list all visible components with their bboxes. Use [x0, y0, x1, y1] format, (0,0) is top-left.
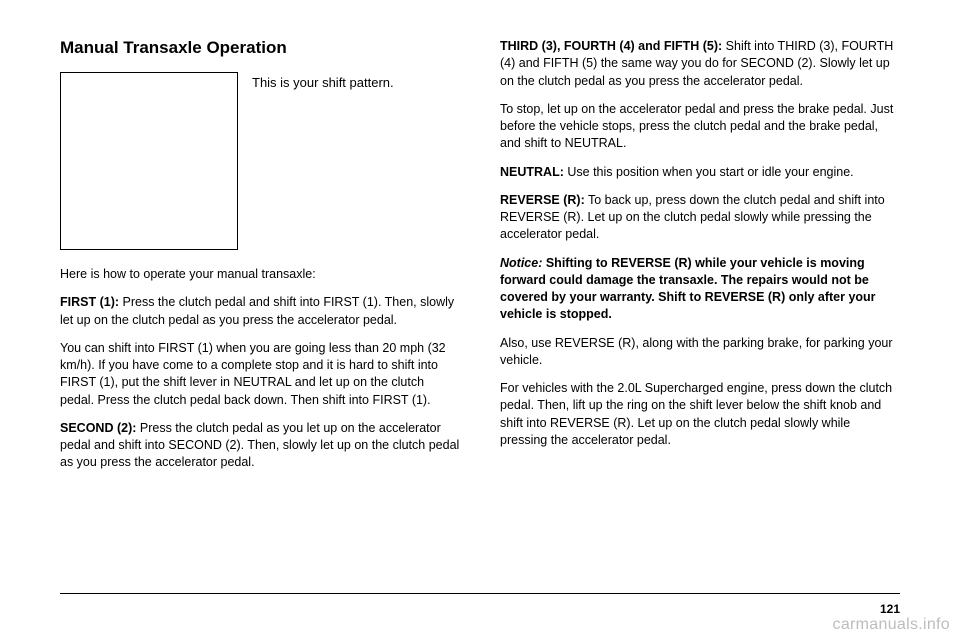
shift-pattern-diagram [60, 72, 238, 250]
text: Press the clutch pedal and shift into FI… [60, 295, 454, 326]
paragraph: To stop, let up on the accelerator pedal… [500, 101, 900, 153]
watermark-text: carmanuals.info [833, 616, 950, 634]
label-notice: Notice: [500, 256, 542, 270]
left-column: Manual Transaxle Operation This is your … [60, 38, 460, 578]
label-third: THIRD (3), FOURTH (4) and FIFTH (5): [500, 39, 722, 53]
paragraph: Also, use REVERSE (R), along with the pa… [500, 335, 900, 370]
paragraph: SECOND (2): Press the clutch pedal as yo… [60, 420, 460, 472]
diagram-caption: This is your shift pattern. [252, 72, 394, 250]
label-first: FIRST (1): [60, 295, 119, 309]
page-number: 121 [880, 602, 900, 616]
label-second: SECOND (2): [60, 421, 136, 435]
right-column: THIRD (3), FOURTH (4) and FIFTH (5): Shi… [500, 38, 900, 578]
paragraph: THIRD (3), FOURTH (4) and FIFTH (5): Shi… [500, 38, 900, 90]
text: Use this position when you start or idle… [564, 165, 854, 179]
footer-divider [60, 593, 900, 594]
diagram-row: This is your shift pattern. [60, 72, 460, 250]
section-heading: Manual Transaxle Operation [60, 38, 460, 58]
label-reverse: REVERSE (R): [500, 193, 585, 207]
paragraph: REVERSE (R): To back up, press down the … [500, 192, 900, 244]
paragraph: NEUTRAL: Use this position when you star… [500, 164, 900, 181]
label-neutral: NEUTRAL: [500, 165, 564, 179]
page-content: Manual Transaxle Operation This is your … [60, 38, 900, 578]
paragraph: You can shift into FIRST (1) when you ar… [60, 340, 460, 409]
paragraph: FIRST (1): Press the clutch pedal and sh… [60, 294, 460, 329]
paragraph: For vehicles with the 2.0L Supercharged … [500, 380, 900, 449]
paragraph: Here is how to operate your manual trans… [60, 266, 460, 283]
notice-paragraph: Notice: Shifting to REVERSE (R) while yo… [500, 255, 900, 324]
text: Shifting to REVERSE (R) while your vehic… [500, 256, 876, 322]
